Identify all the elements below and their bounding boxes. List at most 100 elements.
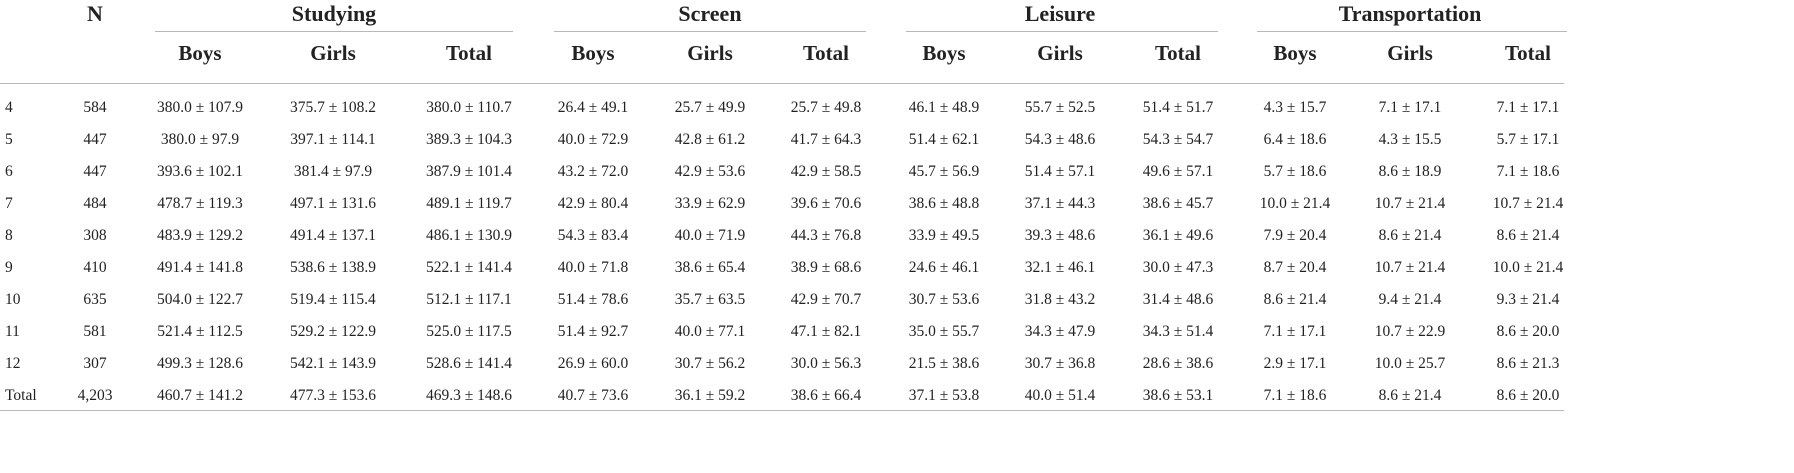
cell-leisure-total: 36.1 ± 49.6 [1142,227,1214,244]
cell-studying-boys: 483.9 ± 129.2 [156,227,244,244]
cell-leisure-girls: 31.8 ± 43.2 [1024,291,1096,308]
cell-leisure-total: 54.3 ± 54.7 [1142,131,1214,148]
cell-transportation-girls: 7.1 ± 17.1 [1378,99,1442,116]
cell-studying-total: 512.1 ± 117.1 [426,291,512,308]
cell-studying-boys: 380.0 ± 107.9 [156,99,244,116]
cell-studying-total: 486.1 ± 130.9 [425,227,513,244]
cell-screen-total: 44.3 ± 76.8 [790,227,862,244]
cell-screen-girls: 25.7 ± 49.9 [674,99,746,116]
cell-screen-total: 38.6 ± 66.4 [790,387,862,404]
cell-transportation-girls: 4.3 ± 15.5 [1378,131,1442,148]
cell-leisure-total: 28.6 ± 38.6 [1142,355,1214,372]
cell-leisure-total: 31.4 ± 48.6 [1142,291,1214,308]
group-header-studying: Studying [291,1,377,26]
row-label: 12 [5,355,21,372]
cell-screen-total: 41.7 ± 64.3 [790,131,862,148]
cell-leisure-total: 51.4 ± 51.7 [1142,99,1214,116]
cell-leisure-girls: 51.4 ± 57.1 [1024,163,1096,180]
subheader-transportation-boys: Boys [1273,41,1317,65]
group-underline-transportation [1257,31,1567,32]
cell-transportation-boys: 7.1 ± 17.1 [1263,323,1327,340]
cell-screen-girls: 40.0 ± 77.1 [674,323,746,340]
row-label: 8 [5,227,13,244]
cell-leisure-boys: 24.6 ± 46.1 [908,259,980,276]
header-bottom-rule [0,83,1564,84]
subheader-studying-boys: Boys [178,41,222,65]
cell-screen-total: 30.0 ± 56.3 [790,355,862,372]
cell-studying-boys: 460.7 ± 141.2 [156,387,244,404]
cell-transportation-girls: 9.4 ± 21.4 [1378,291,1442,308]
cell-studying-boys: 499.3 ± 128.6 [156,355,244,372]
group-header-screen: Screen [678,1,742,26]
row-label: 7 [5,195,13,212]
cell-transportation-total: 7.1 ± 18.6 [1496,163,1560,180]
cell-screen-total: 39.6 ± 70.6 [790,195,862,212]
subheader-leisure-girls: Girls [1037,41,1083,65]
cell-transportation-boys: 5.7 ± 18.6 [1263,163,1327,180]
group-header-transportation: Transportation [1338,1,1482,26]
cell-studying-total: 469.3 ± 148.6 [425,387,513,404]
cell-leisure-boys: 35.0 ± 55.7 [908,323,980,340]
cell-transportation-boys: 8.6 ± 21.4 [1263,291,1327,308]
cell-studying-girls: 542.1 ± 143.9 [289,355,377,372]
cell-leisure-total: 38.6 ± 53.1 [1142,387,1214,404]
cell-transportation-boys: 4.3 ± 15.7 [1263,99,1327,116]
cell-transportation-boys: 7.1 ± 18.6 [1263,387,1327,404]
cell-screen-girls: 40.0 ± 71.9 [674,227,746,244]
cell-studying-boys: 393.6 ± 102.1 [156,163,244,180]
cell-leisure-boys: 30.7 ± 53.6 [908,291,980,308]
cell-transportation-boys: 6.4 ± 18.6 [1263,131,1327,148]
cell-n: 307 [83,355,107,372]
cell-studying-total: 525.0 ± 117.5 [426,323,512,340]
cell-transportation-boys: 2.9 ± 17.1 [1263,355,1327,372]
cell-transportation-total: 9.3 ± 21.4 [1496,291,1560,308]
subheader-studying-total: Total [446,41,492,65]
cell-screen-girls: 42.9 ± 53.6 [674,163,746,180]
cell-screen-boys: 43.2 ± 72.0 [557,163,629,180]
cell-screen-boys: 42.9 ± 80.4 [557,195,629,212]
subheader-transportation-girls: Girls [1387,41,1433,65]
row-label: 9 [5,259,13,276]
cell-studying-total: 380.0 ± 110.7 [426,99,512,116]
row-label: 4 [5,99,13,116]
cell-transportation-total: 8.6 ± 21.3 [1496,355,1560,372]
cell-studying-total: 489.1 ± 119.7 [426,195,512,212]
cell-leisure-girls: 37.1 ± 44.3 [1024,195,1096,212]
subheader-transportation-total: Total [1505,41,1551,65]
cell-leisure-boys: 51.4 ± 62.1 [908,131,980,148]
cell-leisure-girls: 40.0 ± 51.4 [1024,387,1096,404]
cell-transportation-total: 10.0 ± 21.4 [1492,259,1564,276]
cell-transportation-boys: 10.0 ± 21.4 [1259,195,1331,212]
cell-studying-girls: 497.1 ± 131.6 [289,195,377,212]
group-header-leisure: Leisure [1024,1,1096,26]
group-underline-studying [155,31,513,32]
cell-leisure-girls: 39.3 ± 48.6 [1024,227,1096,244]
row-label: 6 [5,163,13,180]
cell-transportation-girls: 10.7 ± 22.9 [1374,323,1446,340]
cell-n: 447 [83,163,107,180]
n-header: N [87,1,103,26]
subheader-leisure-total: Total [1155,41,1201,65]
cell-leisure-total: 30.0 ± 47.3 [1142,259,1214,276]
cell-screen-total: 42.9 ± 70.7 [790,291,862,308]
cell-leisure-girls: 34.3 ± 47.9 [1024,323,1096,340]
group-underline-screen [554,31,866,32]
cell-leisure-boys: 45.7 ± 56.9 [908,163,980,180]
cell-transportation-girls: 10.0 ± 25.7 [1374,355,1446,372]
cell-screen-boys: 40.0 ± 71.8 [557,259,629,276]
cell-screen-total: 38.9 ± 68.6 [790,259,862,276]
cell-leisure-girls: 54.3 ± 48.6 [1024,131,1096,148]
cell-studying-total: 387.9 ± 101.4 [425,163,513,180]
subheader-screen-total: Total [803,41,849,65]
cell-studying-boys: 478.7 ± 119.3 [157,195,243,212]
cell-screen-boys: 51.4 ± 78.6 [557,291,629,308]
group-underline-leisure [906,31,1218,32]
cell-transportation-girls: 10.7 ± 21.4 [1374,259,1446,276]
cell-n: 447 [83,131,107,148]
cell-n: 410 [83,259,107,276]
table-bottom-rule [0,410,1564,411]
cell-leisure-total: 34.3 ± 51.4 [1142,323,1214,340]
cell-screen-girls: 42.8 ± 61.2 [674,131,746,148]
row-label: 5 [5,131,13,148]
